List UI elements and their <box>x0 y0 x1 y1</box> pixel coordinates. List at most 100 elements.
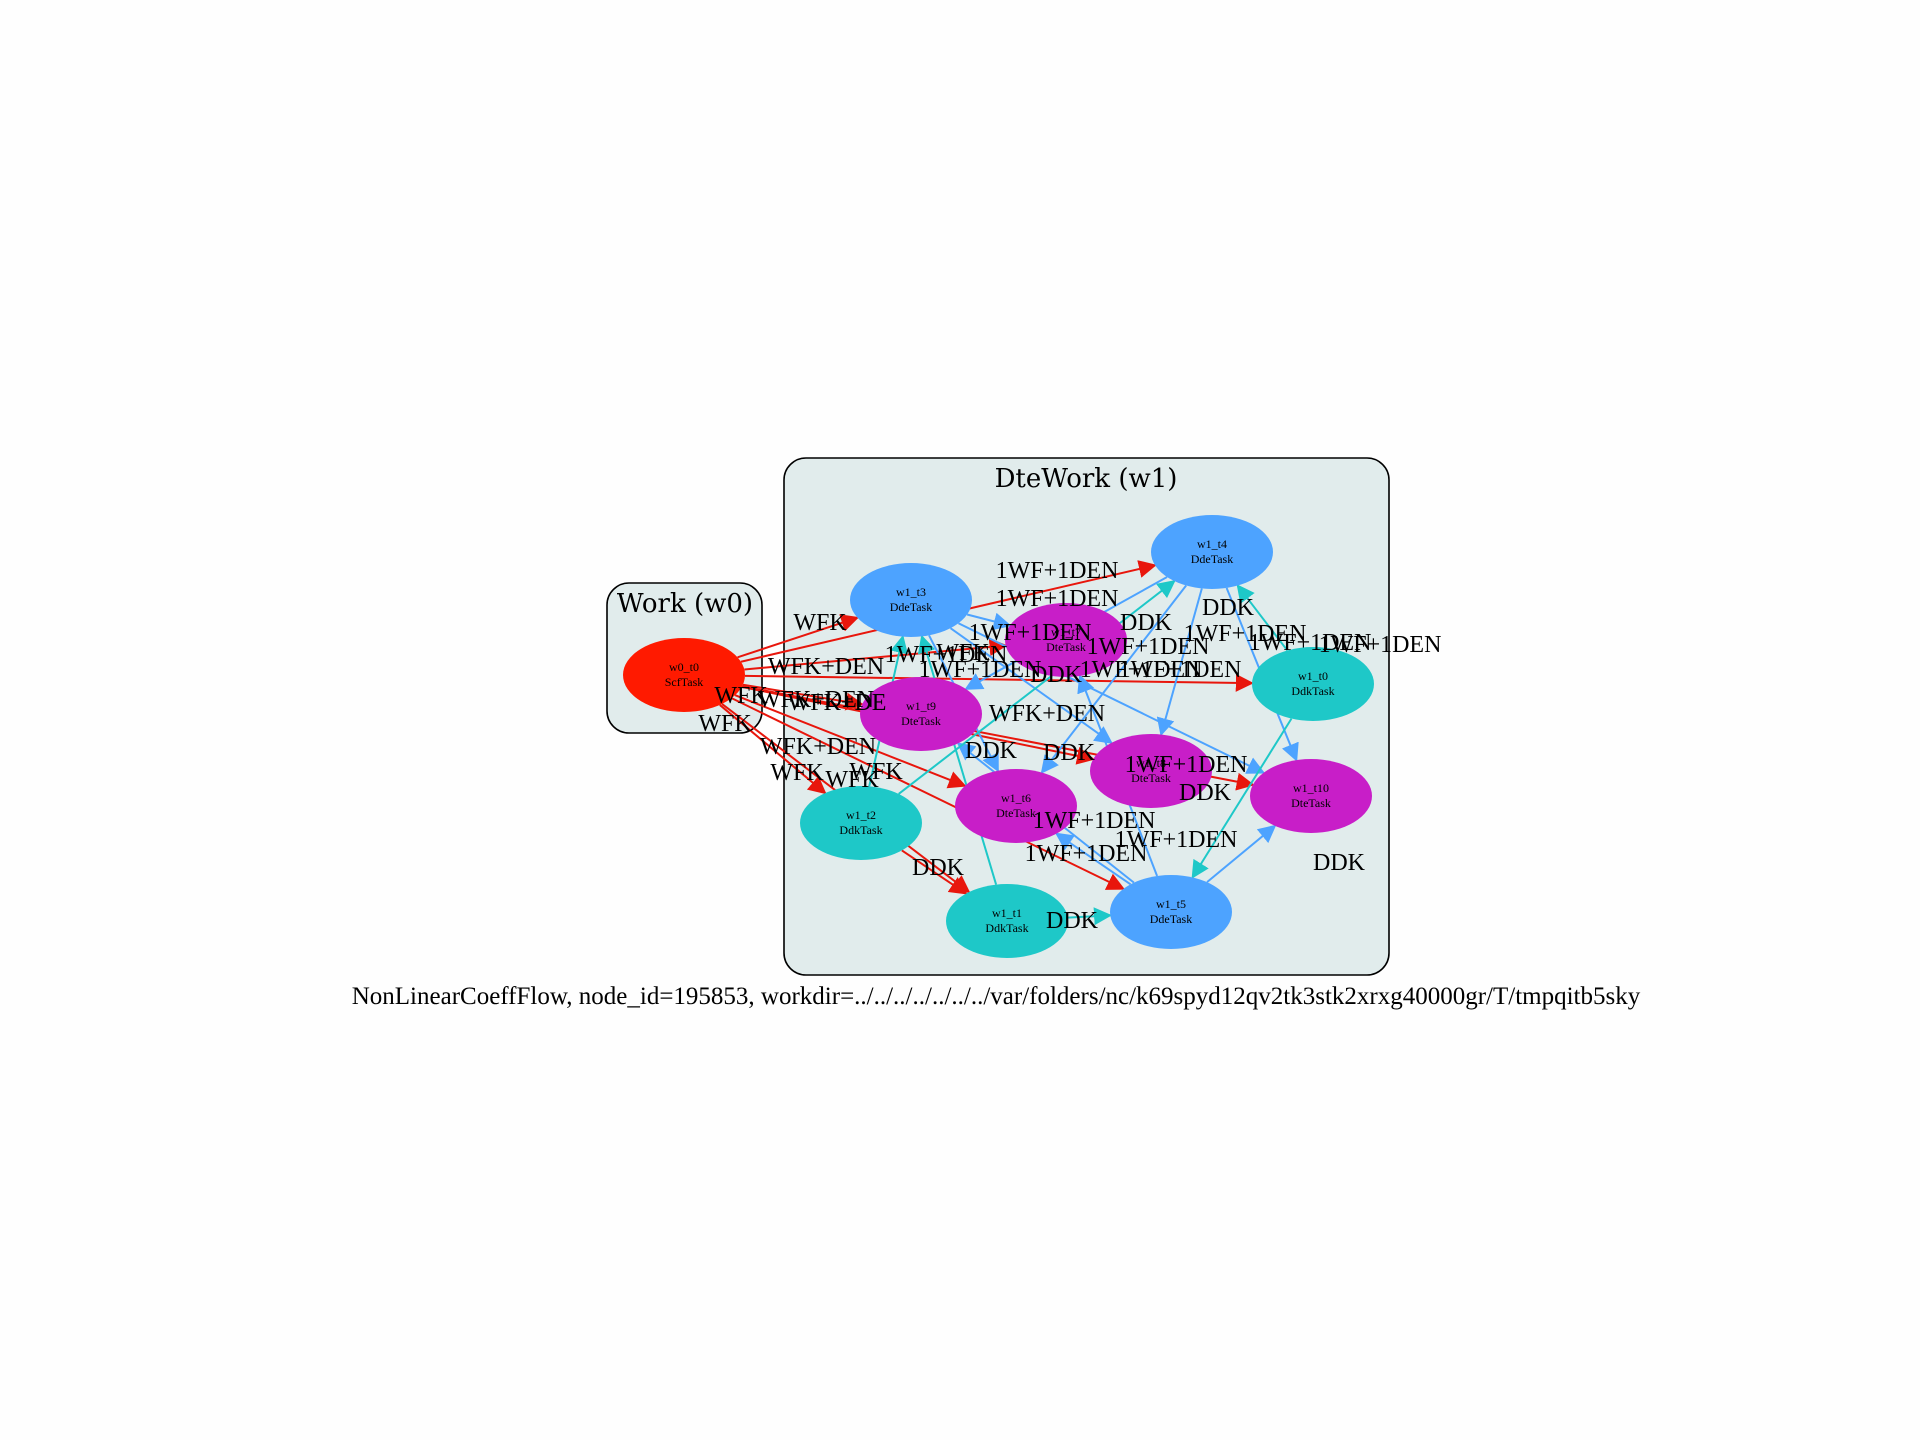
edge-label: DDK <box>1313 850 1366 876</box>
edge-label: 1WF+1DEN <box>1184 621 1307 647</box>
edge-label: 1WF+1DEN <box>919 657 1042 683</box>
node-ellipse[interactable] <box>955 769 1077 843</box>
node-name: w1_t0 <box>1298 669 1328 683</box>
edge-w0_t0-to-w1_t5 <box>731 697 1126 890</box>
edge-label: 1WF+1DEN <box>1080 657 1203 683</box>
edge-w1_t3-to-w1_t8 <box>949 627 1113 744</box>
edge-w0_t0-to-w1_t2 <box>719 704 827 795</box>
edge-w0_t0-to-w1_t9 <box>742 683 864 711</box>
edge-label: WFK <box>714 683 768 709</box>
edge-label: 1WF+1DEN <box>1033 808 1156 834</box>
edge-label: 1WF+1DEN <box>996 558 1119 584</box>
edge-label: 1WF+1DEN <box>1025 841 1148 867</box>
edge-label: WFK <box>770 760 824 786</box>
node-name: w1_t8 <box>1136 756 1166 770</box>
node-name: w1_t4 <box>1197 537 1227 551</box>
edge-label: DDK <box>1202 595 1255 621</box>
node-ellipse[interactable] <box>1252 647 1374 721</box>
node-type: DdkTask <box>839 823 882 837</box>
node-type: DteTask <box>1131 771 1171 785</box>
edge-label: WFK+DEN <box>989 701 1105 727</box>
edge-label: DDK <box>912 855 965 881</box>
edge-w1_t4-to-w1_t8 <box>1156 588 1203 737</box>
edge-label: DDK <box>1046 908 1099 934</box>
edge-label: WFK <box>825 767 879 793</box>
edge-w1_t5-to-w1_t6 <box>1054 832 1132 886</box>
node-ellipse[interactable] <box>1110 875 1232 949</box>
node-name: w1_t6 <box>1001 791 1031 805</box>
node-ellipse[interactable] <box>1151 515 1273 589</box>
node-ellipse[interactable] <box>946 884 1068 958</box>
node-ellipse[interactable] <box>1250 759 1372 833</box>
edge-label: 1WF+1DEN <box>996 586 1119 612</box>
edge-w1_t2-to-w1_t4 <box>898 579 1176 795</box>
node-name: w1_t2 <box>846 808 876 822</box>
node-type: DdeTask <box>890 600 932 614</box>
edge-w1_t1-to-w1_t5 <box>1067 907 1113 926</box>
node-name: w1_t3 <box>896 585 926 599</box>
node-name: w0_t0 <box>669 660 699 674</box>
edge-label: 1WF+1DEN <box>885 642 1008 668</box>
edge-w0_t0-to-w1_t6 <box>734 694 967 789</box>
edge-label: WFK <box>849 759 903 785</box>
node-type: DdeTask <box>1150 912 1192 926</box>
edge-label: 1WF+1DEN <box>1119 657 1242 683</box>
edge-label: WFK+DEN <box>758 687 874 713</box>
edge-label: DDK <box>1043 740 1096 766</box>
node-type: DteTask <box>996 806 1036 820</box>
edge-label: WFK <box>936 640 990 666</box>
node-name: w1_t5 <box>1156 897 1186 911</box>
edge-label: 1WF+1DEN <box>1319 632 1442 658</box>
edge-w1_t5-to-w1_t10 <box>1206 824 1277 883</box>
node-ellipse[interactable] <box>860 677 982 751</box>
edge-w0_t0-to-w1_t7 <box>744 638 1008 671</box>
edge-label: 1WF+1DEN <box>1087 634 1210 660</box>
node-type: ScfTask <box>665 675 703 689</box>
edge-w1_t0-to-w1_t5 <box>1191 718 1293 879</box>
node-ellipse[interactable] <box>800 786 922 860</box>
node-name: w1_t1 <box>992 906 1022 920</box>
node-type: DdkTask <box>985 921 1028 935</box>
node-ellipse[interactable] <box>623 638 745 712</box>
edge-w1_t4-to-w1_t6 <box>1040 584 1187 774</box>
node-ellipse[interactable] <box>850 563 972 637</box>
edge-label: DDK <box>1030 662 1083 688</box>
edge-label: DDK <box>965 738 1018 764</box>
node-type: DteTask <box>1291 796 1331 810</box>
edge-label: WFK <box>698 711 752 737</box>
edge-label: DDK <box>1179 780 1232 806</box>
edge-label: 1WF+1DEN <box>1125 752 1248 778</box>
edge-label: WFK <box>793 610 847 636</box>
node-name: w1_t7 <box>1051 625 1081 639</box>
edge-w1_t2-to-w1_t1 <box>901 849 968 895</box>
node-type: DteTask <box>1046 640 1086 654</box>
node-ellipse[interactable] <box>1005 603 1127 677</box>
edge-label: WFK+DEN <box>768 654 884 680</box>
node-ellipse[interactable] <box>1090 734 1212 808</box>
cluster-w1-title: DteWork (w1) <box>995 464 1178 494</box>
edge-label: 1WF+1DEN <box>1249 630 1372 656</box>
node-name: w1_t9 <box>906 699 936 713</box>
node-name: w1_t10 <box>1293 781 1329 795</box>
edge-w0_t0-to-w1_t0 <box>744 673 1254 692</box>
node-type: DdkTask <box>1291 684 1334 698</box>
nodes-layer: w0_t0ScfTaskw1_t3DdeTaskw1_t4DdeTaskw1_t… <box>623 515 1374 958</box>
edge-label: 1WF+1DEN <box>969 620 1092 646</box>
edge-w1_t3-to-w1_t7 <box>966 612 1012 631</box>
edge-label: WFK+DE <box>788 690 887 716</box>
node-type: DdeTask <box>1191 552 1233 566</box>
